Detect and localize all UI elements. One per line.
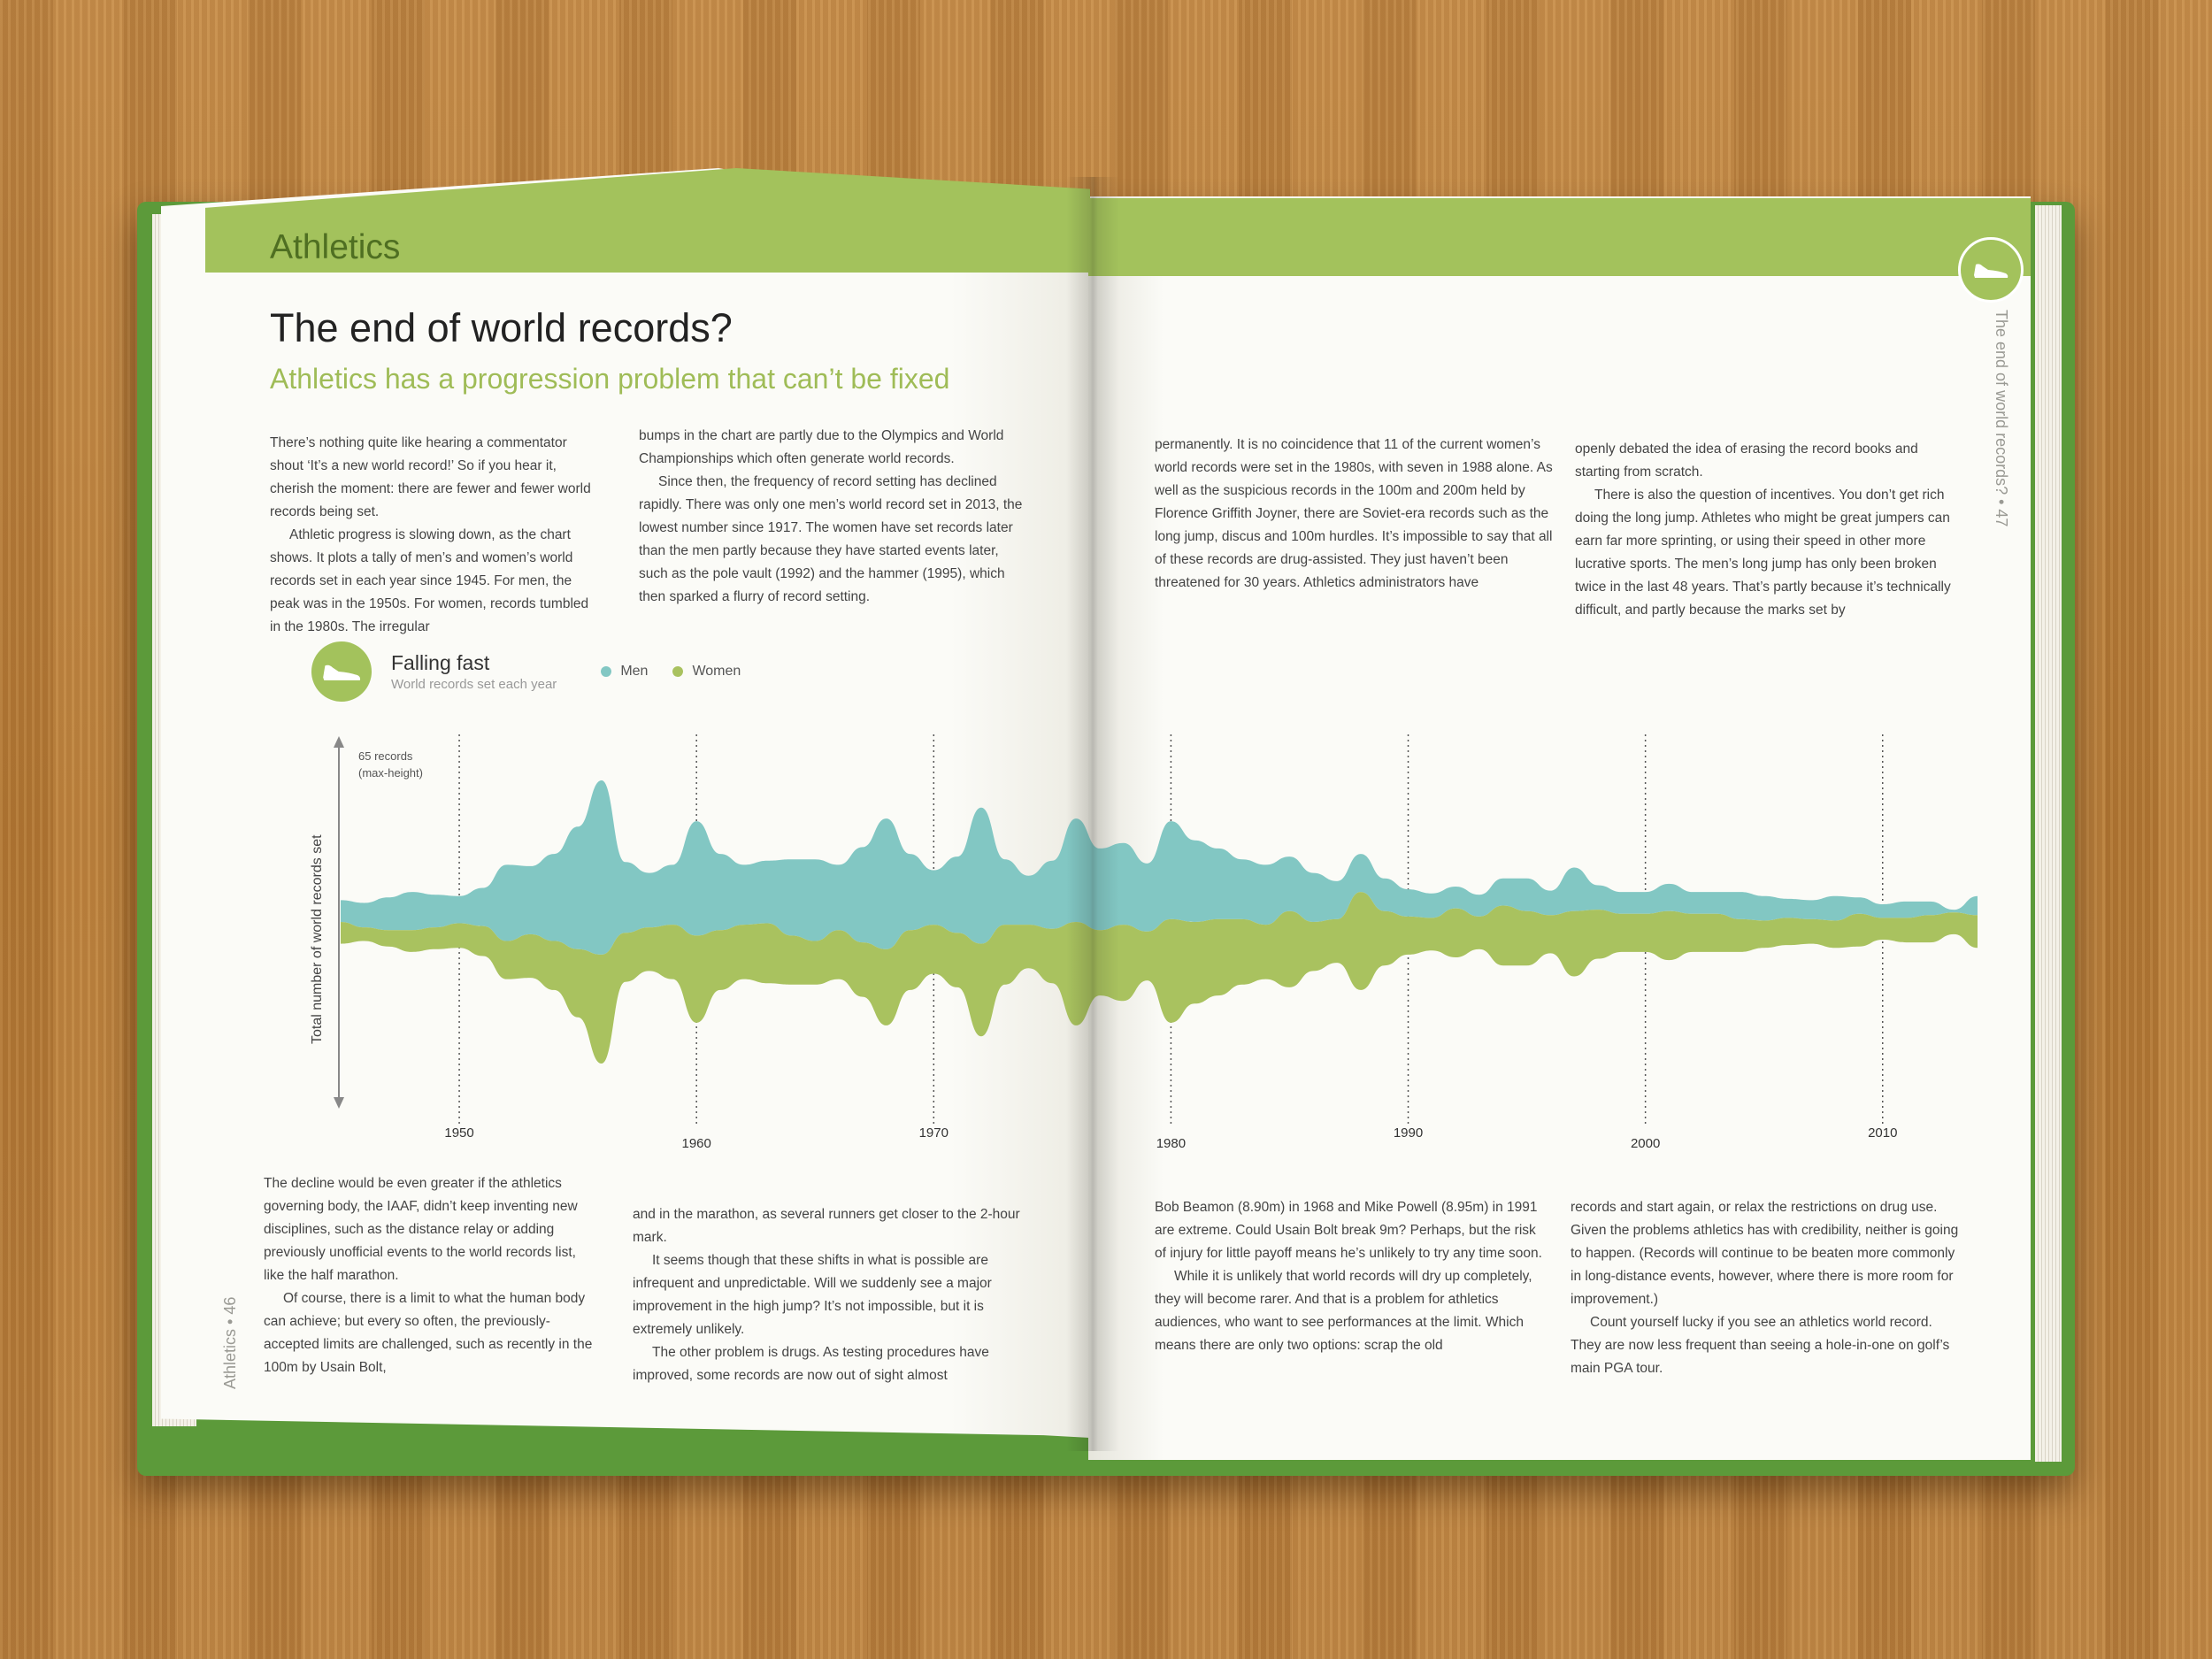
y-axis-label: Total number of world records set [310,834,325,1044]
paragraph: openly debated the idea of erasing the r… [1575,442,1918,480]
paragraph: There is also the question of incentives… [1575,488,1951,618]
paragraph: While it is unlikely that world records … [1155,1269,1532,1353]
body-column-3: permanently. It is no coincidence that 1… [1155,434,1557,595]
paragraph: Count yourself lucky if you see an athle… [1571,1315,1950,1376]
body-column-5: The decline would be even greater if the… [264,1172,600,1379]
paragraph: Of course, there is a limit to what the … [264,1291,593,1375]
tick-label-2010: 2010 [1868,1125,1897,1141]
paragraph: Bob Beamon (8.90m) in 1968 and Mike Powe… [1155,1200,1542,1261]
book-spine-shadow [1066,177,1119,1451]
paragraph: Since then, the frequency of record sett… [639,474,1023,604]
paragraph: records and start again, or relax the re… [1571,1200,1959,1307]
scale-note-line-2: (max-height) [358,766,423,780]
paragraph: bumps in the chart are partly due to the… [639,428,1004,466]
x-axis-ticks: 1950 1960 1970 1980 1990 2000 2010 [444,1125,1897,1151]
running-title: The end of world records? • 47 [1993,310,2010,527]
legend-swatch-men [601,666,612,677]
tick-label-1990: 1990 [1394,1125,1423,1141]
legend-swatch-women [672,666,684,677]
body-column-2: bumps in the chart are partly due to the… [639,425,1028,609]
series-men-area [341,780,1978,955]
right-page [1088,196,2031,1460]
tick-label-1980: 1980 [1156,1136,1186,1151]
shoe-icon [323,664,361,680]
body-column-8: records and start again, or relax the re… [1571,1196,1960,1380]
tick-label-1960: 1960 [681,1136,710,1151]
y-axis-arrow-up [334,736,344,748]
legend-label-men: Men [620,664,649,679]
paragraph: The other problem is drugs. As testing p… [633,1345,989,1383]
body-column-7: Bob Beamon (8.90m) in 1968 and Mike Powe… [1155,1196,1544,1357]
y-axis: 65 records (max-height) Total number of … [310,736,423,1109]
legend-item-men: Men [601,664,648,680]
year-gridlines [458,734,1884,1124]
scale-note-line-1: 65 records [358,749,413,763]
page-headline: The end of world records? [270,305,733,350]
chart-icon [311,641,372,702]
shoe-icon [1974,264,2008,278]
section-band-right [1088,198,2031,276]
y-axis-arrow-down [334,1097,344,1109]
paragraph: It seems though that these shifts in wha… [633,1253,992,1337]
section-title: Athletics [270,228,401,266]
legend-item-women: Women [672,664,741,680]
body-column-6: and in the marathon, as several runners … [633,1203,1022,1387]
chart-title: Falling fast [391,651,490,674]
chart-subtitle: World records set each year [391,677,557,692]
legend-label-women: Women [692,664,741,679]
page-edges-right [2035,205,2062,1462]
paragraph: Athletic progress is slowing down, as th… [270,527,589,634]
section-tab [1958,237,2024,303]
chart-legend: Falling fast World records set each year… [311,641,741,702]
tick-label-1970: 1970 [919,1125,949,1141]
paragraph: The decline would be even greater if the… [264,1176,578,1283]
paragraph: and in the marathon, as several runners … [633,1207,1020,1245]
paragraph: There’s nothing quite like hearing a com… [270,435,591,519]
page-subhead: Athletics has a progression problem that… [270,363,950,395]
body-column-1: There’s nothing quite like hearing a com… [270,432,602,639]
series-women-area [341,892,1978,1064]
body-column-4: openly debated the idea of erasing the r… [1575,438,1955,622]
paragraph: permanently. It is no coincidence that 1… [1155,437,1553,590]
tick-label-2000: 2000 [1631,1136,1660,1151]
tick-label-1950: 1950 [444,1125,473,1141]
left-page [161,168,1090,1438]
